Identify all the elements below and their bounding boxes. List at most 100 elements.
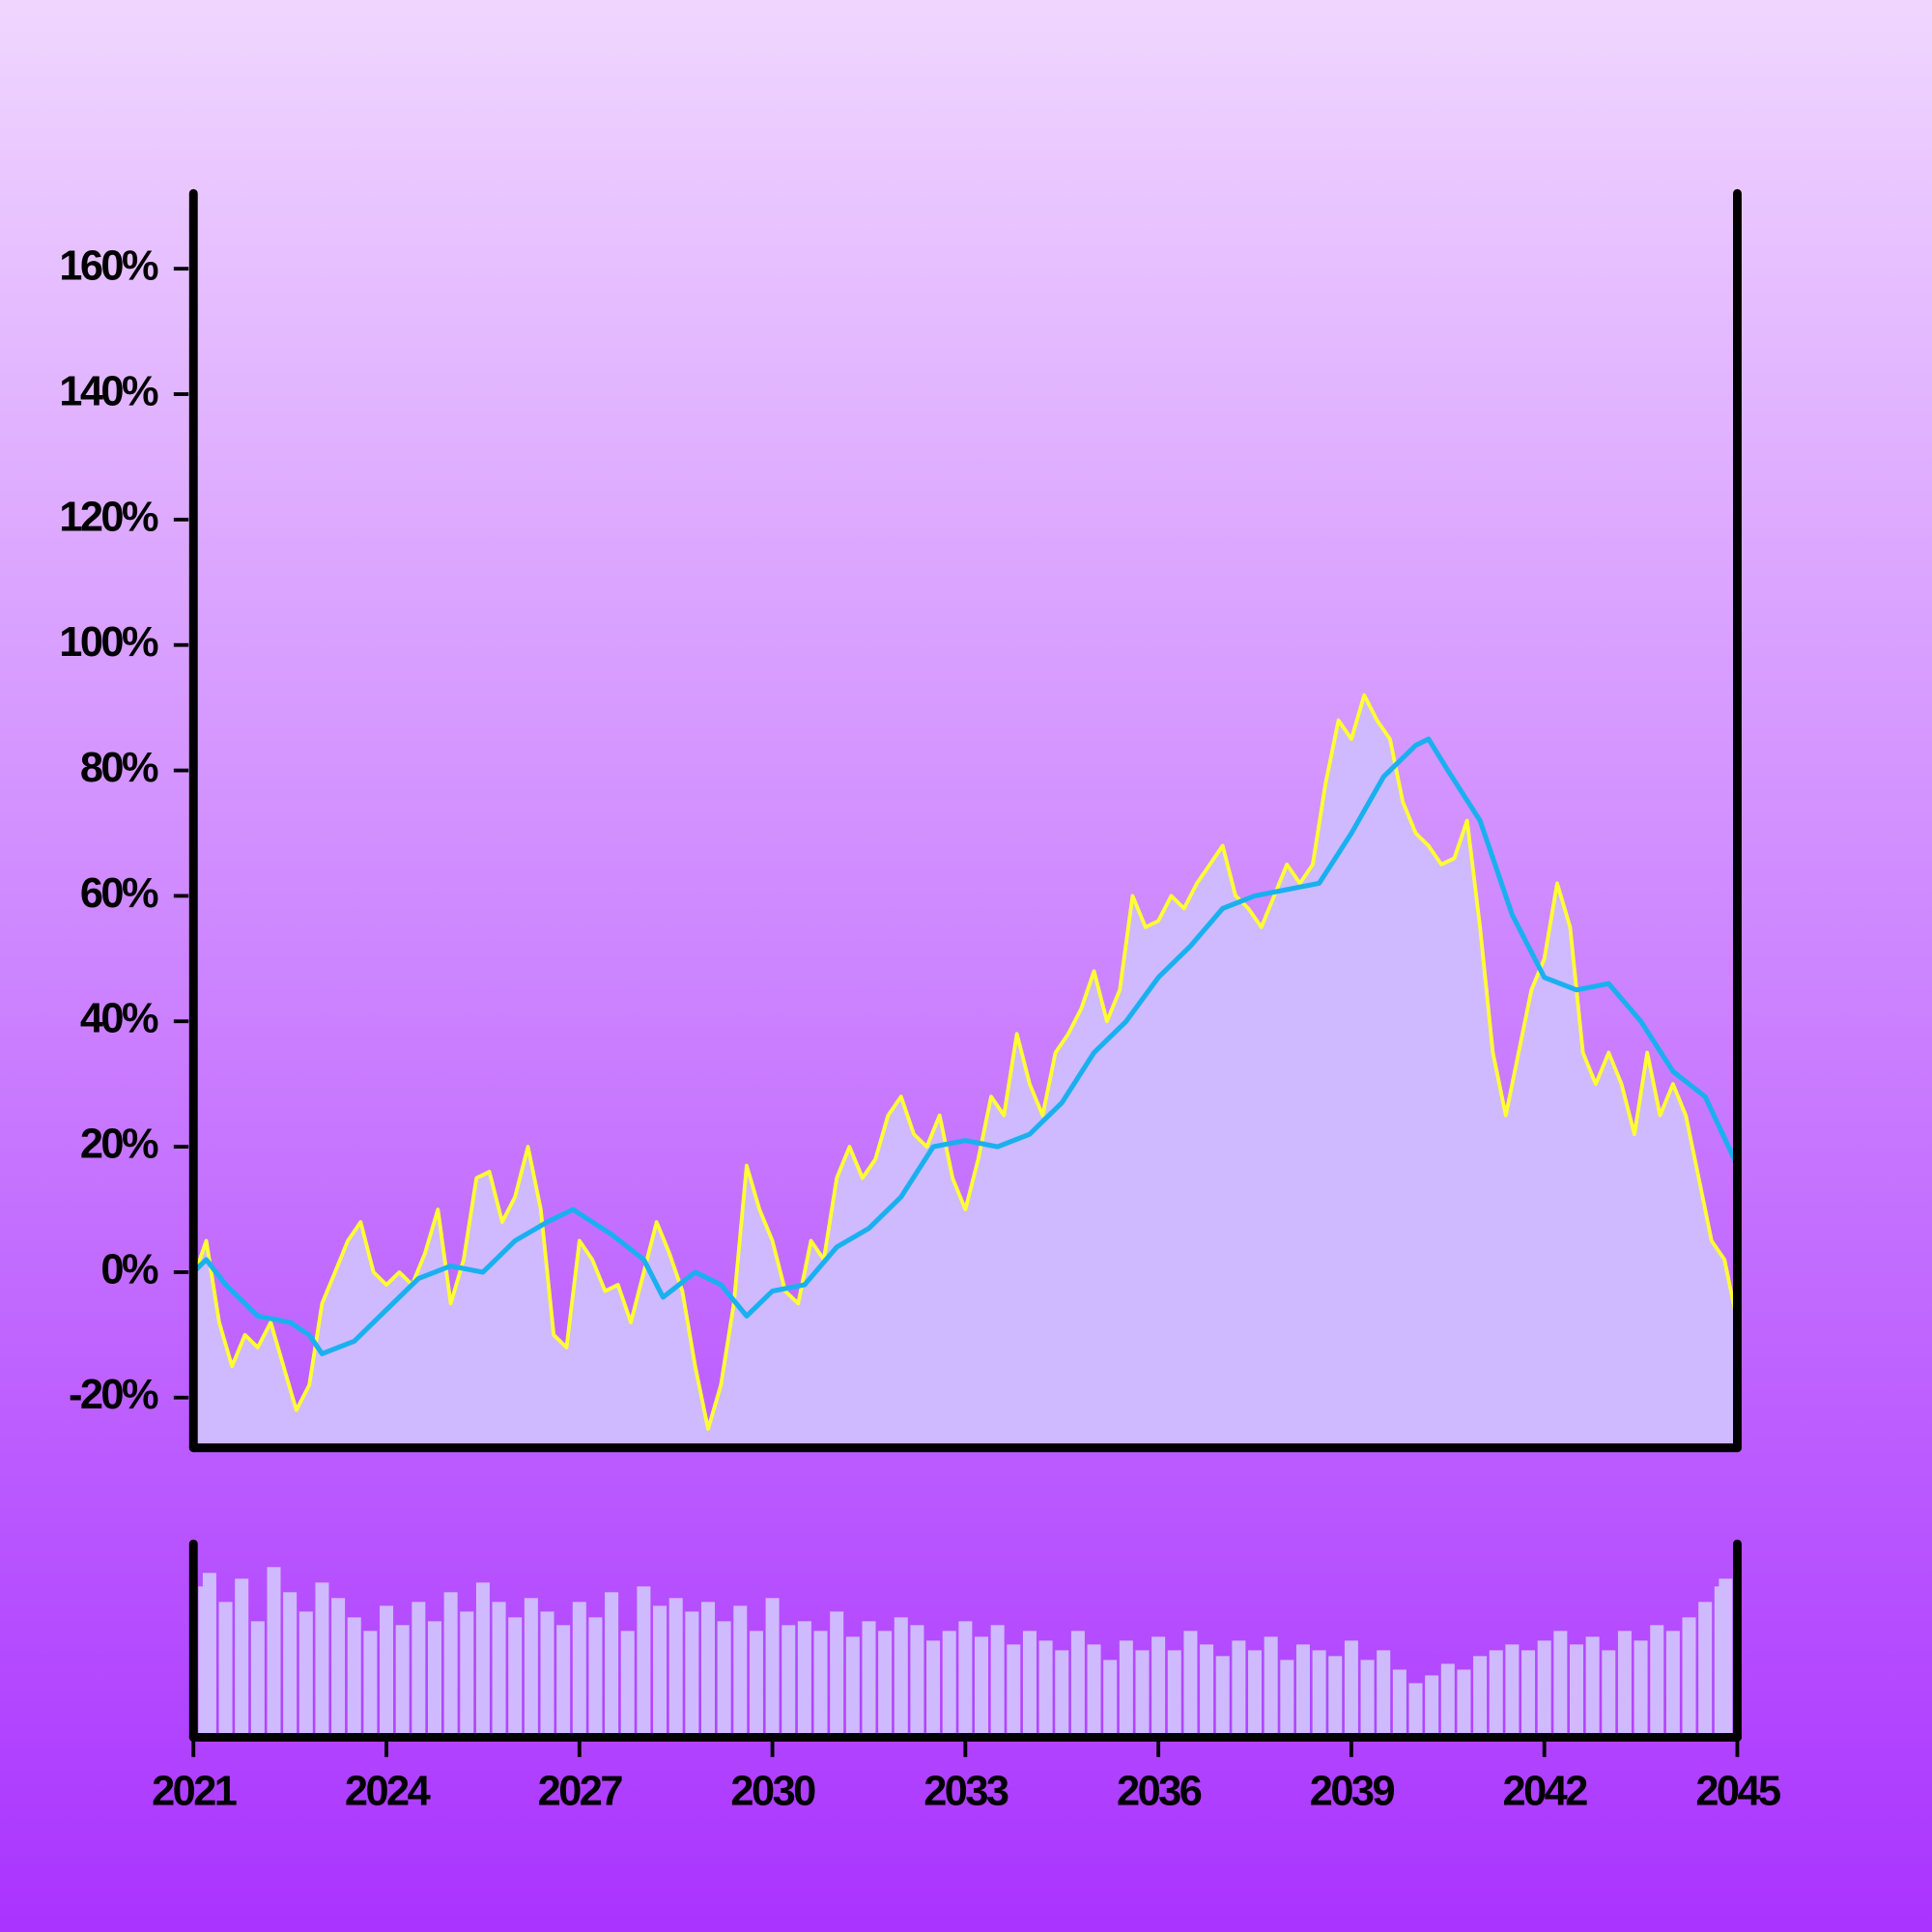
volume-bar	[1682, 1617, 1696, 1738]
volume-bar	[797, 1621, 811, 1738]
volume-bar	[862, 1621, 876, 1738]
volume-bar	[1312, 1650, 1326, 1738]
x-tick-label: 2030	[730, 1769, 815, 1815]
volume-bar	[1440, 1663, 1455, 1738]
volume-bar	[700, 1602, 715, 1738]
volume-bar	[894, 1617, 908, 1738]
volume-bar	[267, 1567, 281, 1738]
volume-bar	[1585, 1636, 1600, 1738]
volume-bar	[412, 1602, 426, 1738]
x-tick-label: 2027	[538, 1769, 623, 1815]
x-tick-label: 2024	[345, 1769, 431, 1815]
volume-bar	[830, 1611, 844, 1738]
volume-bar	[1055, 1650, 1069, 1738]
area	[193, 695, 1738, 1448]
volume-bar	[620, 1631, 635, 1738]
volume-bar	[1280, 1660, 1294, 1738]
volume-bar	[1408, 1683, 1423, 1738]
x-tick-label: 2042	[1503, 1769, 1588, 1815]
volume-bar	[1360, 1660, 1375, 1738]
volume-bar	[1264, 1636, 1278, 1738]
volume-bar	[475, 1582, 490, 1738]
volume-bar	[218, 1602, 233, 1738]
volume-bar	[1070, 1631, 1085, 1738]
x-tick-label: 2021	[152, 1769, 237, 1815]
volume-bar	[1537, 1640, 1551, 1738]
volume-bar	[1521, 1650, 1536, 1738]
volume-bar	[1295, 1644, 1310, 1738]
volume-bar	[1569, 1644, 1583, 1738]
y-tick-label: 140%	[59, 368, 158, 414]
volume-bar	[1344, 1640, 1358, 1738]
volume-bar	[653, 1605, 668, 1738]
volume-bar	[427, 1621, 441, 1738]
volume-bar	[1087, 1644, 1101, 1738]
y-tick-label: 40%	[80, 996, 158, 1042]
volume-bar	[1634, 1640, 1648, 1738]
volume-bar	[1392, 1669, 1406, 1738]
volume-bar	[1248, 1650, 1263, 1738]
volume-bar	[1103, 1660, 1118, 1738]
volume-bar	[298, 1611, 313, 1738]
volume-bar	[235, 1578, 249, 1738]
volume-bar	[556, 1625, 571, 1738]
volume-bar	[958, 1621, 973, 1738]
y-tick-label: 20%	[80, 1122, 158, 1168]
volume-bar	[1602, 1650, 1616, 1738]
volume-bar	[668, 1598, 683, 1738]
volume-bar	[1505, 1644, 1520, 1738]
y-tick-label: 60%	[80, 870, 158, 917]
volume-bar	[685, 1611, 699, 1738]
volume-bar	[813, 1631, 828, 1738]
volume-bar	[443, 1592, 458, 1738]
volume-bar	[942, 1631, 956, 1738]
volume-bar	[1698, 1602, 1713, 1738]
volume-bar	[749, 1631, 763, 1738]
y-tick-label: 120%	[59, 494, 158, 540]
volume-bar	[910, 1625, 924, 1738]
volume-bar	[1119, 1640, 1133, 1738]
volume-bar	[1719, 1578, 1733, 1738]
volume-bar	[540, 1611, 554, 1738]
volume-bar	[1425, 1675, 1439, 1738]
volume-bar	[717, 1621, 731, 1738]
x-tick-label: 2045	[1695, 1769, 1780, 1815]
volume-bar	[765, 1598, 780, 1738]
volume-bar	[524, 1598, 538, 1738]
volume-bar	[508, 1617, 523, 1738]
volume-bar	[1617, 1631, 1632, 1738]
volume-bar	[331, 1598, 346, 1738]
y-tick-label: 80%	[80, 745, 158, 791]
volume-bar	[1650, 1625, 1664, 1738]
volume-bar	[1038, 1640, 1053, 1738]
volume-bar	[926, 1640, 941, 1738]
volume-bar	[492, 1602, 506, 1738]
volume-bar	[733, 1605, 748, 1738]
volume-bar	[395, 1625, 410, 1738]
volume-bar	[1665, 1631, 1680, 1738]
volume-bar	[1377, 1650, 1391, 1738]
y-tick-label: 160%	[59, 243, 158, 290]
volume-bar	[572, 1602, 586, 1738]
volume-bar	[315, 1582, 329, 1738]
volume-bar	[845, 1636, 860, 1738]
volume-bar	[1489, 1650, 1503, 1738]
y-tick-label: 100%	[59, 619, 158, 666]
volume-bar	[878, 1631, 893, 1738]
x-tick-label: 2036	[1117, 1769, 1202, 1815]
volume-bar	[363, 1631, 378, 1738]
volume-bar	[1328, 1656, 1343, 1738]
line	[191, 693, 1740, 1432]
volume-bar	[460, 1611, 474, 1738]
volume-bar	[1167, 1650, 1181, 1738]
volume-bar	[588, 1617, 603, 1738]
volume-bar	[202, 1573, 216, 1738]
volume-bar	[1457, 1669, 1471, 1738]
volume-bar	[250, 1621, 265, 1738]
volume-bar	[1135, 1650, 1150, 1738]
volume-bar	[781, 1625, 796, 1738]
volume-bar	[1473, 1656, 1488, 1738]
volume-bar	[1022, 1631, 1037, 1738]
volume-bar	[380, 1605, 394, 1738]
